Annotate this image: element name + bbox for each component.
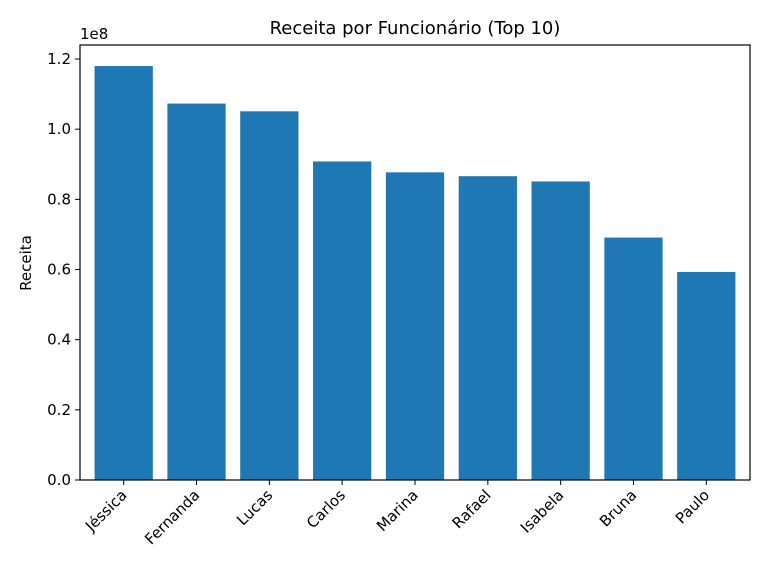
x-tick-label: Rafael	[449, 486, 495, 532]
x-tick-label: Bruna	[596, 486, 640, 530]
x-tick-label: Isabela	[517, 486, 568, 537]
y-tick-label: 0.4	[47, 331, 71, 349]
plot-frame	[79, 44, 751, 481]
bar-marina	[385, 172, 445, 480]
bar-lucas	[240, 111, 299, 481]
y-tick-label: 1.2	[47, 50, 71, 68]
bar-rafael	[458, 176, 517, 480]
bar-bruna	[604, 237, 663, 480]
x-axis: Jéssica Fernanda Lucas Carlos Marina Rafael Is…	[81, 480, 713, 548]
y-axis: 0.0 0.2 0.4 0.6 0.8 1.0 1.2	[47, 50, 80, 489]
bars-group	[94, 66, 736, 481]
y-tick-label: 1.0	[47, 120, 71, 138]
x-tick-label: Lucas	[233, 486, 276, 529]
bar-isabela	[531, 181, 590, 480]
y-axis-offset-label: 1e8	[80, 25, 108, 43]
x-tick-label: Marina	[373, 486, 422, 535]
x-tick-label: Fernanda	[141, 486, 203, 548]
y-tick-label: 0.8	[47, 190, 71, 208]
bar-fernanda	[167, 103, 226, 480]
bar-jéssica	[94, 66, 153, 481]
x-tick-label: Carlos	[303, 486, 349, 532]
y-tick-label: 0.6	[47, 261, 71, 279]
y-axis-label: Receita	[17, 235, 35, 291]
y-tick-label: 0.2	[47, 401, 71, 419]
y-tick-label: 0.0	[47, 471, 71, 489]
x-tick-label: Paulo	[672, 486, 713, 527]
bar-paulo	[677, 271, 736, 480]
chart-title: Receita por Funcionário (Top 10)	[270, 18, 561, 39]
bar-carlos	[313, 161, 372, 480]
x-tick-label: Jéssica	[81, 486, 130, 535]
